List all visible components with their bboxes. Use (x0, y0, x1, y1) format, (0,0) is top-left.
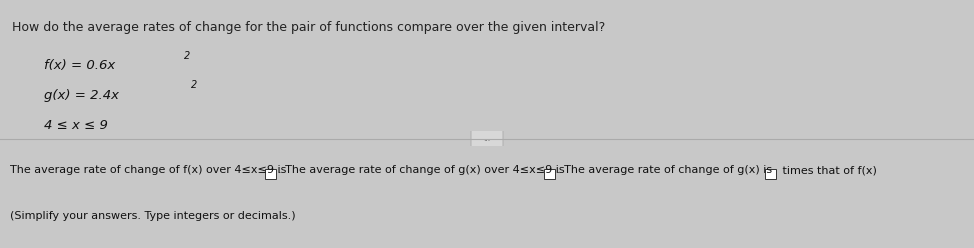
FancyBboxPatch shape (471, 118, 503, 160)
Text: ...: ... (483, 134, 491, 143)
Text: How do the average rates of change for the pair of functions compare over the gi: How do the average rates of change for t… (12, 21, 605, 34)
Text: g(x) = 2.4x: g(x) = 2.4x (44, 89, 119, 102)
Text: 2: 2 (184, 51, 190, 61)
Text: The average rate of change of f(x) over 4≤x≤9 is: The average rate of change of f(x) over … (10, 165, 290, 175)
Text: . The average rate of change of g(x) is: . The average rate of change of g(x) is (557, 165, 776, 175)
Bar (543, 169, 554, 179)
Text: . The average rate of change of g(x) over 4≤x≤9 is: . The average rate of change of g(x) ove… (279, 165, 569, 175)
Bar (766, 169, 776, 179)
Text: (Simplify your answers. Type integers or decimals.): (Simplify your answers. Type integers or… (10, 211, 296, 221)
Text: 4 ≤ x ≤ 9: 4 ≤ x ≤ 9 (44, 119, 108, 131)
Text: f(x) = 0.6x: f(x) = 0.6x (44, 59, 115, 72)
Text: 2: 2 (191, 80, 197, 91)
Bar (265, 169, 276, 179)
Text: times that of f(x): times that of f(x) (779, 165, 877, 175)
